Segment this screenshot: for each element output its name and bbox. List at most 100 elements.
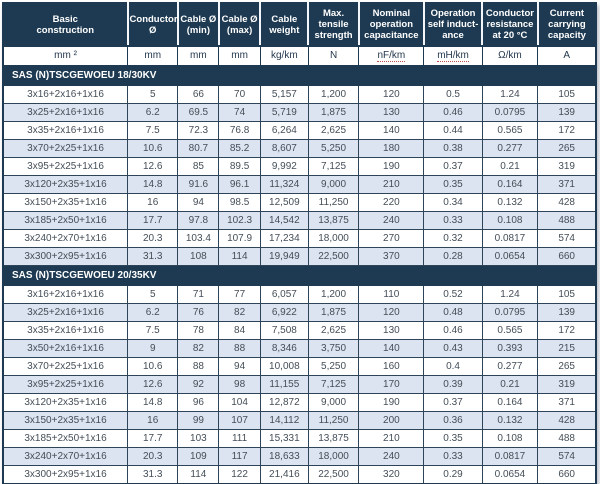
column-header: Cable Ø (min)	[177, 3, 220, 47]
value-cell: 77	[218, 285, 261, 304]
value-cell: 190	[358, 157, 425, 176]
value-cell: 0.132	[481, 193, 539, 212]
value-cell: 5	[127, 85, 179, 104]
value-cell: 9,000	[307, 175, 360, 194]
table-row: 3x240+2x70+1x16 20.3 103.4 107.9 17,234 18,00…	[2, 229, 597, 248]
column-header: Basic construction	[3, 3, 129, 47]
value-cell: 0.52	[423, 285, 483, 304]
value-cell: 98.5	[218, 193, 261, 212]
value-cell: 0.28	[423, 247, 483, 266]
value-cell: 371	[537, 393, 597, 412]
column-unit: mm	[177, 45, 220, 66]
table-row: 3x300+2x95+1x16 31.3 108 114 19,949 22,500 370…	[2, 247, 597, 266]
value-cell: 240	[358, 447, 425, 466]
construction-cell: 3x95+2x25+1x16	[2, 375, 129, 394]
value-cell: 7.5	[127, 321, 179, 340]
value-cell: 0.46	[423, 321, 483, 340]
construction-cell: 3x150+2x35+1x16	[2, 411, 129, 430]
column-unit: N	[307, 45, 360, 66]
value-cell: 94	[218, 357, 261, 376]
value-cell: 0.48	[423, 303, 483, 322]
value-cell: 18,000	[307, 229, 360, 248]
value-cell: 370	[358, 247, 425, 266]
value-cell: 210	[358, 175, 425, 194]
column-unit-label: A	[563, 50, 570, 61]
value-cell: 21,416	[259, 465, 309, 484]
value-cell: 0.35	[423, 429, 483, 448]
value-cell: 7,125	[307, 157, 360, 176]
value-cell: 0.29	[423, 465, 483, 484]
value-cell: 265	[537, 357, 597, 376]
construction-cell: 3x185+2x50+1x16	[2, 211, 129, 230]
value-cell: 8,607	[259, 139, 309, 158]
value-cell: 6,057	[259, 285, 309, 304]
value-cell: 17,234	[259, 229, 309, 248]
value-cell: 99	[177, 411, 220, 430]
table-row: 3x120+2x35+1x16 14.8 91.6 96.1 11,324 9,000 21…	[2, 175, 597, 194]
value-cell: 170	[358, 375, 425, 394]
value-cell: 105	[537, 285, 597, 304]
value-cell: 12,872	[259, 393, 309, 412]
value-cell: 0.43	[423, 339, 483, 358]
table-row: 3x70+2x25+1x16 10.6 88 94 10,008 5,250 160 0.4 0…	[2, 357, 597, 376]
table-row: 3x185+2x50+1x16 17.7 103 111 15,331 13,875 210…	[2, 429, 597, 448]
value-cell: 31.3	[127, 247, 179, 266]
column-unit-label: Ω/km	[498, 50, 522, 61]
value-cell: 19,949	[259, 247, 309, 266]
construction-cell: 3x16+2x16+1x16	[2, 85, 129, 104]
value-cell: 6,922	[259, 303, 309, 322]
construction-cell: 3x35+2x16+1x16	[2, 321, 129, 340]
value-cell: 140	[358, 339, 425, 358]
column-unit-label: mm ²	[54, 50, 77, 61]
value-cell: 5	[127, 285, 179, 304]
value-cell: 240	[358, 211, 425, 230]
column-unit: mm	[127, 45, 179, 66]
value-cell: 9,000	[307, 393, 360, 412]
value-cell: 1,200	[307, 85, 360, 104]
column-unit-label: kg/km	[271, 50, 298, 61]
value-cell: 82	[218, 303, 261, 322]
value-cell: 18,633	[259, 447, 309, 466]
value-cell: 210	[358, 429, 425, 448]
value-cell: 0.277	[481, 139, 539, 158]
value-cell: 0.4	[423, 357, 483, 376]
value-cell: 0.108	[481, 429, 539, 448]
value-cell: 371	[537, 175, 597, 194]
value-cell: 122	[218, 465, 261, 484]
value-cell: 11,324	[259, 175, 309, 194]
value-cell: 265	[537, 139, 597, 158]
value-cell: 0.108	[481, 211, 539, 230]
value-cell: 11,250	[307, 411, 360, 430]
value-cell: 172	[537, 321, 597, 340]
column-unit: mm ²	[2, 45, 129, 66]
column-header: Max. tensile strength	[308, 3, 360, 47]
value-cell: 66	[177, 85, 220, 104]
value-cell: 103.4	[177, 229, 220, 248]
value-cell: 130	[358, 103, 425, 122]
section-row: SAS (N)TSCGEWOEU 18/30KV	[2, 65, 597, 86]
table-row: 3x35+2x16+1x16 7.5 72.3 76.8 6,264 2,625 140 0.…	[2, 121, 597, 140]
table-row: 3x240+2x70+1x16 20.3 109 117 18,633 18,000 240…	[2, 447, 597, 466]
construction-cell: 3x16+2x16+1x16	[2, 285, 129, 304]
value-cell: 82	[177, 339, 220, 358]
value-cell: 20.3	[127, 447, 179, 466]
table-row: 3x16+2x16+1x16 5 71 77 6,057 1,200 110 0.52 1.24…	[2, 285, 597, 304]
value-cell: 69.5	[177, 103, 220, 122]
value-cell: 76.8	[218, 121, 261, 140]
value-cell: 16	[127, 193, 179, 212]
value-cell: 319	[537, 375, 597, 394]
value-cell: 270	[358, 229, 425, 248]
value-cell: 13,875	[307, 429, 360, 448]
value-cell: 85.2	[218, 139, 261, 158]
value-cell: 5,250	[307, 139, 360, 158]
value-cell: 3,750	[307, 339, 360, 358]
value-cell: 0.34	[423, 193, 483, 212]
value-cell: 97.8	[177, 211, 220, 230]
value-cell: 11,250	[307, 193, 360, 212]
value-cell: 98	[218, 375, 261, 394]
construction-cell: 3x95+2x25+1x16	[2, 157, 129, 176]
value-cell: 22,500	[307, 247, 360, 266]
value-cell: 0.0817	[481, 447, 539, 466]
